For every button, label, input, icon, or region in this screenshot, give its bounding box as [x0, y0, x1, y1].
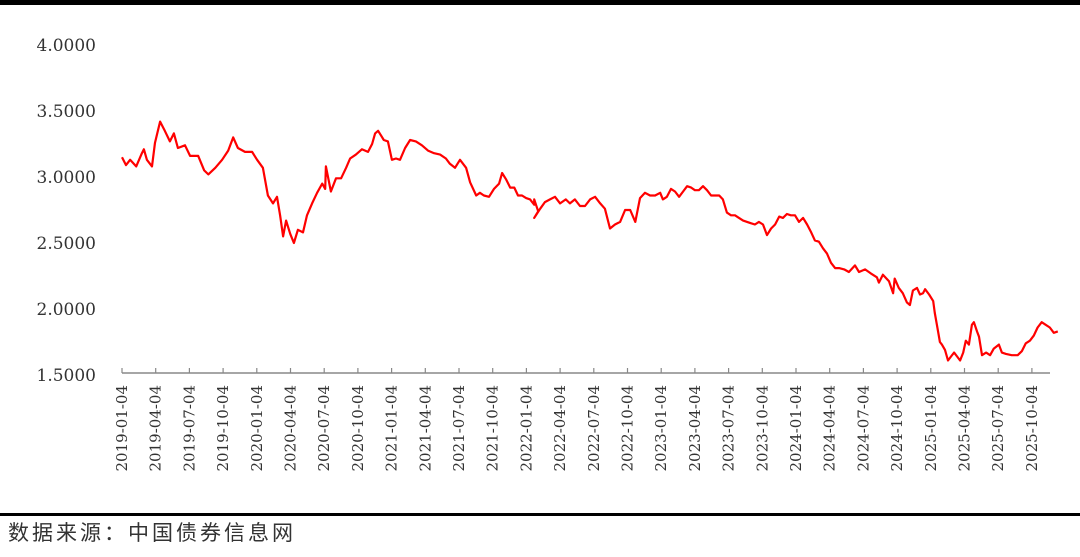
x-tick-label: 2022-04-04 [551, 385, 569, 471]
x-tick-label: 2019-07-04 [180, 385, 198, 471]
x-tick-label: 2021-01-04 [383, 385, 401, 471]
x-tick-label: 2023-10-04 [753, 385, 771, 471]
x-tick-label: 2023-07-04 [720, 385, 738, 471]
y-tick-label: 2.5000 [37, 234, 96, 254]
x-tick-label: 2021-04-04 [416, 385, 434, 471]
source-note: 数据来源：中国债券信息网 [8, 521, 296, 545]
y-axis-labels: 4.0000 3.5000 3.0000 2.5000 2.0000 1.5000 [37, 36, 96, 386]
x-tick-label: 2023-01-04 [652, 385, 670, 471]
x-tick-label: 2019-01-04 [113, 385, 131, 471]
x-tick-label: 2022-07-04 [585, 385, 603, 471]
bottom-border-rule [0, 513, 1080, 516]
x-tick-label: 2024-01-04 [787, 385, 805, 471]
x-tick-label: 2020-10-04 [349, 385, 367, 471]
x-tick-label: 2025-07-04 [989, 385, 1007, 471]
x-tick-label: 2024-04-04 [821, 385, 839, 471]
top-border-rule [0, 0, 1080, 5]
x-tick-label: 2020-07-04 [315, 385, 333, 471]
plot-area [121, 120, 1059, 362]
y-tick-label: 3.5000 [37, 102, 96, 122]
x-tick-label: 2020-01-04 [248, 385, 266, 471]
x-tick-label: 2022-01-04 [517, 385, 535, 471]
x-axis: 2019-01-04 2019-04-04 2019-07-04 2019-10-04… [113, 368, 1050, 471]
x-tick-label: 2020-04-04 [282, 385, 300, 471]
y-tick-label: 1.5000 [37, 366, 96, 386]
x-tick-label: 2024-07-04 [854, 385, 872, 471]
x-tick-label: 2025-04-04 [956, 385, 974, 471]
x-tick-label: 2019-10-04 [214, 385, 232, 471]
x-tick-label: 2023-04-04 [686, 385, 704, 471]
x-tick-label: 2021-10-04 [484, 385, 502, 471]
x-tick-label: 2025-01-04 [922, 385, 940, 471]
y-tick-label: 3.0000 [37, 168, 96, 188]
x-tick-label: 2025-10-04 [1023, 385, 1041, 471]
y-tick-label: 2.0000 [37, 300, 96, 320]
x-tick-label: 2024-10-04 [888, 385, 906, 471]
yield-series-line [121, 120, 1059, 362]
x-tick-label: 2021-07-04 [450, 385, 468, 471]
line-chart: 4.0000 3.5000 3.0000 2.5000 2.0000 1.5000 201… [37, 36, 1059, 471]
y-tick-label: 4.0000 [37, 36, 96, 56]
x-tick-label: 2022-10-04 [619, 385, 637, 471]
x-tick-label: 2019-04-04 [147, 385, 165, 471]
